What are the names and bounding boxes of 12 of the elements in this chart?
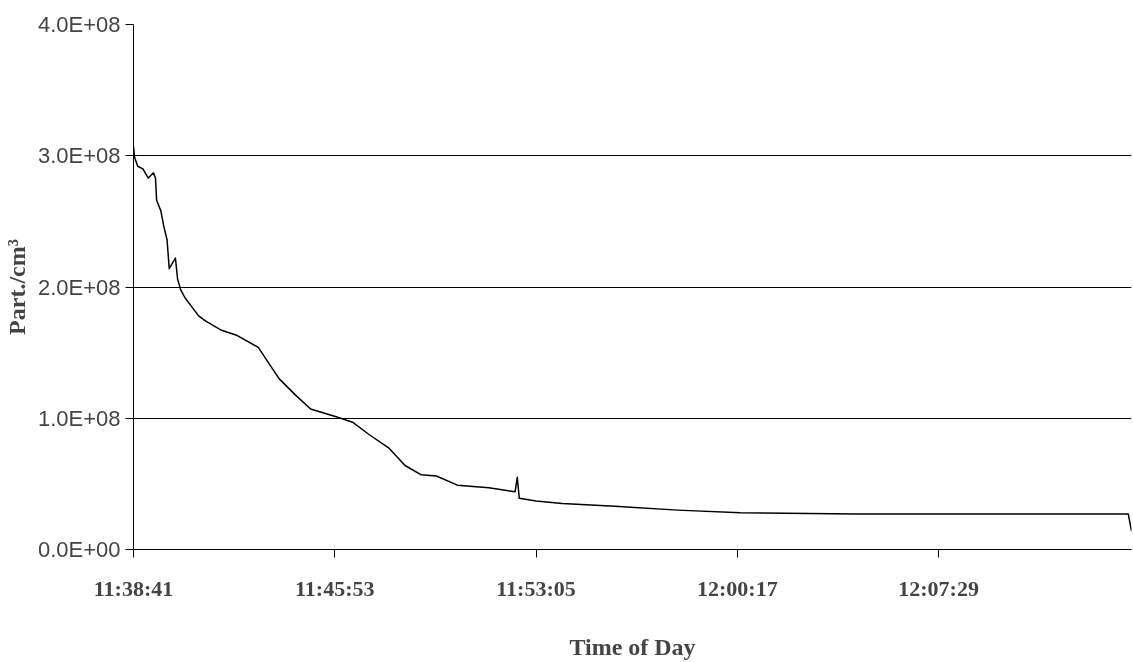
x-tick-label: 12:07:29 <box>898 575 979 601</box>
x-tick-label: 12:00:17 <box>697 575 778 601</box>
y-tick-label: 4.0E+08 <box>37 12 121 37</box>
x-tick-label: 11:53:05 <box>496 575 576 601</box>
y-axis-title: Part./cm³ <box>3 239 30 335</box>
y-tick-label: 3.0E+08 <box>37 143 121 169</box>
y-tick-label: 1.0E+08 <box>37 405 121 431</box>
x-axis-title: Time of Day <box>569 633 696 660</box>
x-tick-label: 11:45:53 <box>295 575 375 601</box>
y-tick-label: 0.0E+00 <box>37 537 121 562</box>
y-tick-label: 2.0E+08 <box>37 274 121 300</box>
x-tick-label: 11:38:41 <box>93 575 174 601</box>
